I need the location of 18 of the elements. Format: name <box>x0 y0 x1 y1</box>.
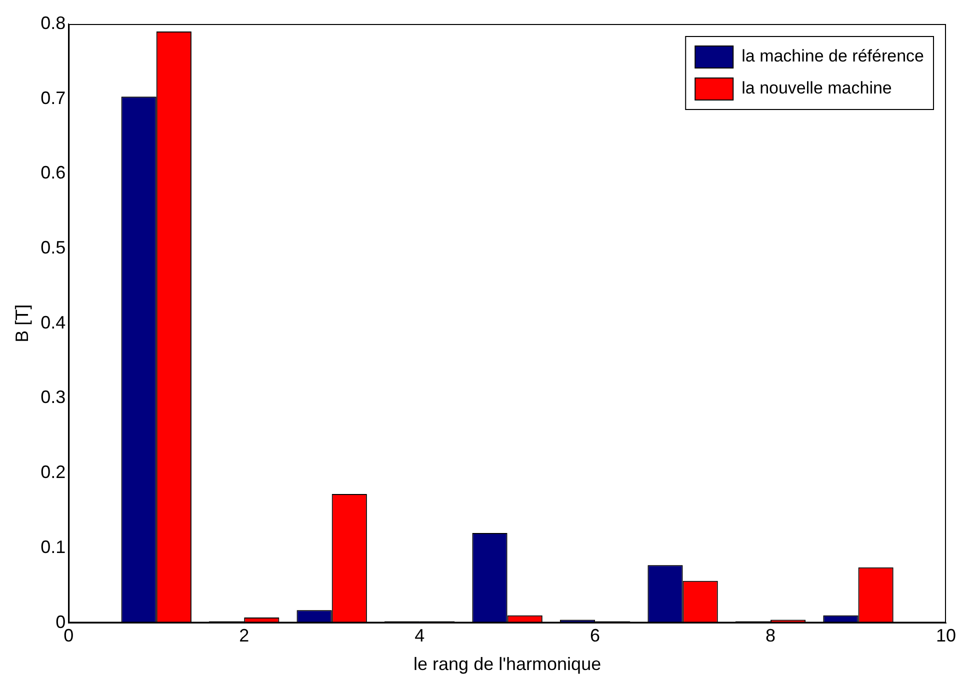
x-tick-label: 8 <box>766 626 776 646</box>
y-tick-label: 0.4 <box>40 312 66 332</box>
y-tick-label: 0.1 <box>40 536 66 557</box>
legend-label: la machine de référence <box>742 46 924 66</box>
legend-label: la nouvelle machine <box>742 78 892 98</box>
x-tick-label: 2 <box>239 626 250 646</box>
x-tick-label: 6 <box>590 626 600 646</box>
y-tick-label: 0.3 <box>40 387 66 408</box>
x-axis-title: le rang de l'harmonique <box>414 654 602 674</box>
y-tick-label: 0.5 <box>40 238 66 258</box>
y-tick-label: 0.6 <box>40 162 66 183</box>
y-tick-label: 0.2 <box>40 462 66 482</box>
y-tick-label: 0.8 <box>40 12 66 33</box>
y-tick-label: 0 <box>56 612 66 632</box>
y-axis-title: B [T] <box>12 304 32 342</box>
x-tick-label: 10 <box>936 626 956 646</box>
x-tick-label: 4 <box>414 626 425 646</box>
y-tick-label: 0.7 <box>40 88 66 108</box>
